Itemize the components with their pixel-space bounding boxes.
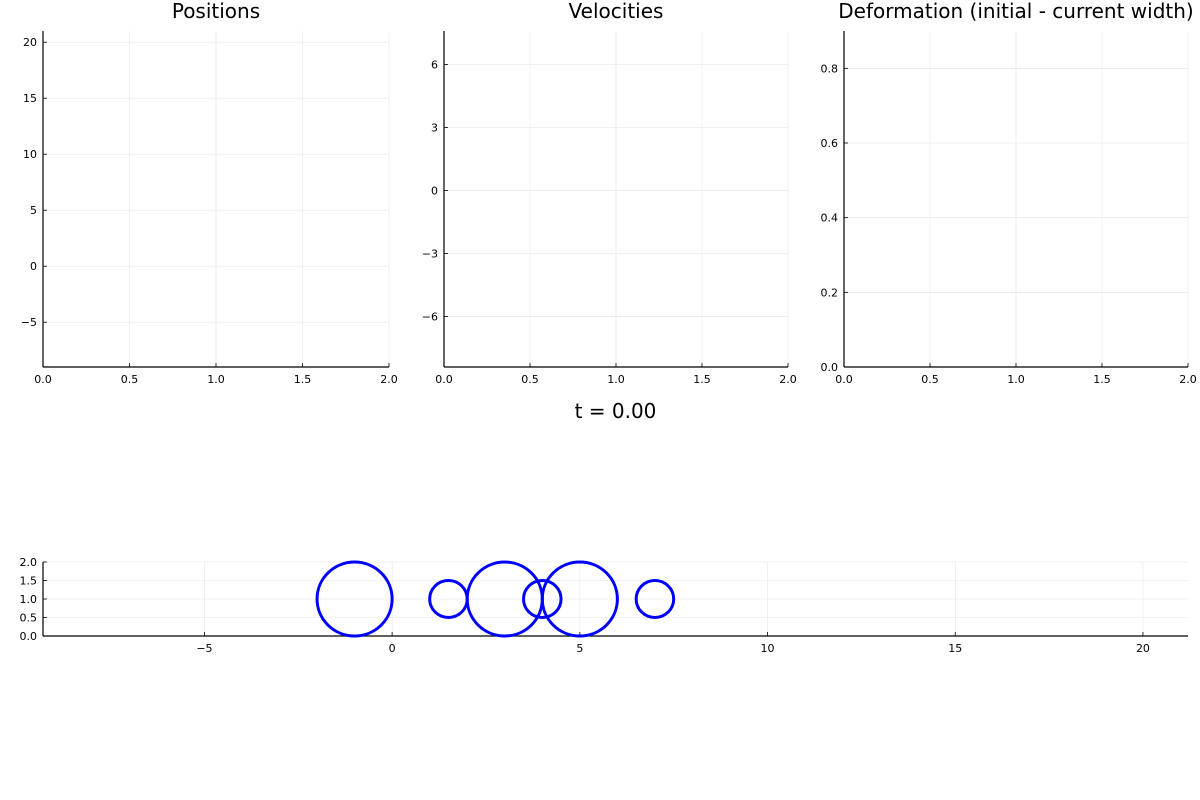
x-tick-label: 1.5: [294, 373, 312, 386]
y-tick-label: 3: [431, 122, 438, 135]
x-tick-label: 1.0: [1007, 373, 1025, 386]
subplot-title: Velocities: [569, 0, 664, 23]
subplot-1: Positions 0.0 0.5 1.0 1.5 2.0 −5 0 5 10 15 20: [21, 0, 398, 386]
subplot-2: Velocities 0.0 0.5 1.0 1.5 2.0 −6 −3 0 3 6: [422, 0, 797, 386]
x-tick-label: 2.0: [1179, 373, 1197, 386]
x-tick-label: 1.5: [693, 373, 711, 386]
subplot-title: t = 0.00: [575, 399, 657, 423]
x-tick-label: 0.0: [435, 373, 453, 386]
y-tick-label: 0: [30, 260, 37, 273]
y-tick-label: 10: [23, 148, 37, 161]
x-tick-label: 2.0: [779, 373, 797, 386]
y-tick-label: 0.0: [20, 630, 38, 643]
x-tick-label: 20: [1136, 642, 1150, 655]
subplot-title: Positions: [172, 0, 260, 23]
x-tick-label: 1.5: [1093, 373, 1111, 386]
x-tick-label: 5: [576, 642, 583, 655]
y-tick-label: 6: [431, 59, 438, 72]
y-tick-label: 2.0: [20, 556, 38, 569]
x-tick-label: 1.0: [207, 373, 225, 386]
y-tick-label: 0.8: [821, 62, 839, 75]
x-tick-label: 1.0: [607, 373, 625, 386]
y-tick-label: 1.0: [20, 593, 38, 606]
y-tick-label: −5: [21, 316, 37, 329]
y-tick-label: −6: [422, 311, 438, 324]
x-tick-label: 0.0: [34, 373, 52, 386]
x-tick-label: 10: [761, 642, 775, 655]
x-tick-label: 2.0: [380, 373, 398, 386]
y-tick-label: 0.2: [821, 286, 839, 299]
y-tick-label: 0.4: [821, 212, 839, 225]
x-tick-label: 0.5: [921, 373, 939, 386]
particle-circle: [522, 579, 563, 619]
y-tick-label: 0: [431, 185, 438, 198]
y-tick-label: 5: [30, 204, 37, 217]
x-tick-label: 0: [389, 642, 396, 655]
y-tick-label: 20: [23, 36, 37, 49]
x-tick-label: −5: [196, 642, 212, 655]
y-tick-label: 0.0: [821, 361, 839, 374]
y-tick-label: 0.5: [20, 612, 38, 625]
particle-circle: [540, 560, 619, 638]
particle-circle: [634, 579, 676, 619]
y-tick-label: 1.5: [20, 575, 38, 588]
y-tick-label: 15: [23, 92, 37, 105]
subplot-3: Deformation (initial - current width) 0.0…: [821, 0, 1197, 386]
x-tick-label: 15: [948, 642, 962, 655]
x-tick-label: 0.5: [121, 373, 139, 386]
x-tick-label: 0.5: [521, 373, 539, 386]
subplot-title: Deformation (initial - current width): [838, 0, 1193, 23]
particle-circle: [315, 560, 394, 638]
x-tick-label: 0.0: [835, 373, 853, 386]
subplot-4: t = 0.00 −5 0 5 10 15 20 0.0 0.5 1.0 1.5 2.0: [20, 399, 1188, 655]
y-tick-label: 0.6: [821, 137, 839, 150]
y-tick-label: −3: [422, 248, 438, 261]
